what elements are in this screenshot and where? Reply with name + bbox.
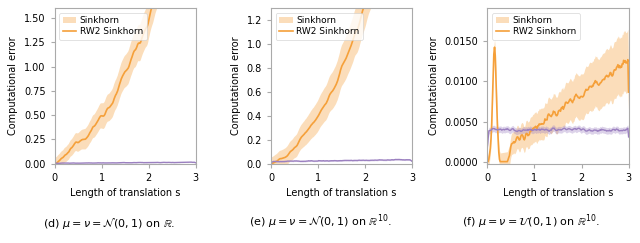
X-axis label: Length of translation s: Length of translation s [286,188,397,198]
Legend: Sinkhorn, RW2 Sinkhorn: Sinkhorn, RW2 Sinkhorn [492,13,580,40]
Y-axis label: Computational error: Computational error [231,37,241,135]
X-axis label: Length of translation s: Length of translation s [70,188,180,198]
X-axis label: Length of translation s: Length of translation s [503,188,613,198]
Legend: Sinkhorn, RW2 Sinkhorn: Sinkhorn, RW2 Sinkhorn [275,13,363,40]
Text: (d) $\mu = \nu = \mathcal{N}(0, 1)$ on $\mathbb{R}$.: (d) $\mu = \nu = \mathcal{N}(0, 1)$ on $… [43,216,175,231]
Y-axis label: Computational error: Computational error [8,37,19,135]
Text: (f) $\mu = \nu = \mathcal{U}(0, 1)$ on $\mathbb{R}^{10}$.: (f) $\mu = \nu = \mathcal{U}(0, 1)$ on $… [462,212,600,231]
Text: (e) $\mu = \nu = \mathcal{N}(0, 1)$ on $\mathbb{R}^{10}$.: (e) $\mu = \nu = \mathcal{N}(0, 1)$ on $… [249,212,391,231]
Legend: Sinkhorn, RW2 Sinkhorn: Sinkhorn, RW2 Sinkhorn [59,13,147,40]
Y-axis label: Computational error: Computational error [429,37,439,135]
